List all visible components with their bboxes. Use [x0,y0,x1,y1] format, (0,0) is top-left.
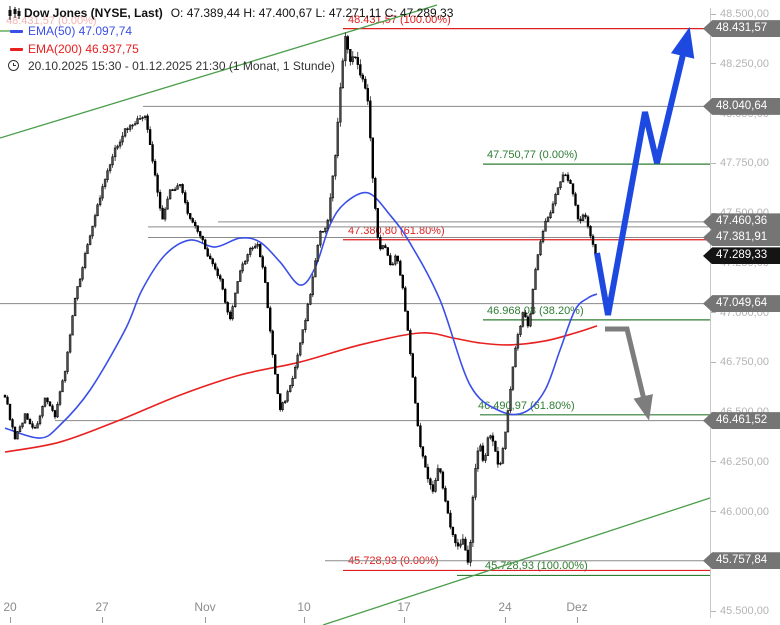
ema200-legend-swatch [10,48,23,51]
ema50-legend: EMA(50) 47.097,74 [28,24,133,38]
y-axis-tick-mark [711,411,716,413]
clock-icon [8,60,19,71]
faded-fib-label: 48.431,57 (0.00%) [6,15,97,27]
x-axis-tick-mark [304,617,305,623]
ema50-legend-swatch [10,30,23,33]
y-axis-tick-mark [711,511,716,513]
y-axis-tick-mark [711,63,716,65]
x-axis-tick-label: 17 [397,600,411,614]
fib-level-label: 46.490,97 (61.80%) [478,399,575,412]
bearish-scenario-arrow [605,326,653,421]
price-level-badge: 47.049,64 [703,295,780,313]
instrument-title: Dow Jones (NYSE, Last) [24,6,163,20]
price-level-badge: 48.431,57 [703,20,780,38]
y-axis-tick-mark [711,361,716,363]
y-axis-tick-label: 46.750,00 [711,356,769,368]
date-range: 20.10.2025 15:30 - 01.12.2025 21:30 (1 M… [28,59,335,73]
price-level-badge: 47.381,91 [703,228,780,246]
x-axis-tick-label: Nov [194,600,216,614]
y-axis-tick-mark [711,312,716,314]
y-axis-tick-label: 45.500,00 [711,605,769,617]
x-axis-tick-mark [505,617,506,623]
fib-level-label: 47.750,77 (0.00%) [487,149,578,162]
y-axis-tick-mark [711,212,716,214]
x-axis-tick-label: 10 [297,600,311,614]
ema200-legend: EMA(200) 46.937,75 [28,42,139,56]
price-level-badge: 45.757,84 [703,552,780,570]
candlestick-chart-icon [7,6,21,25]
ohlc-values: O: 47.389,44 H: 47.400,67 L: 47.271,11 C… [170,6,454,20]
x-axis-tick-mark [10,617,11,623]
trend-channel-line [0,4,438,139]
ema50-line [4,191,598,439]
y-axis-tick-label: 46.250,00 [711,456,769,468]
x-axis-tick-label: 27 [95,600,109,614]
x-axis-tick-mark [102,617,103,623]
y-axis-tick-mark [711,162,716,164]
x-axis-tick-mark [577,617,578,623]
fib-level-label: 47.380,80 (61.80%) [348,224,445,237]
y-axis-tick-label: 48.500,00 [711,8,769,20]
trend-channel-line [322,497,711,625]
y-axis-tick-mark [711,610,716,612]
y-axis-tick-label: 46.000,00 [711,506,769,518]
price-level-badge: 46.461,52 [703,412,780,430]
ema200-line [4,325,598,453]
fib-level-label: 48.431,57 (100.00%) [348,13,451,26]
x-axis-tick-label: 20 [3,600,17,614]
price-level-badge: 48.040,64 [703,97,780,115]
x-axis-tick-label: 24 [498,600,512,614]
x-axis-tick-label: Dez [566,600,588,614]
candle-wicks [4,32,599,567]
x-axis-tick-mark [205,617,206,623]
y-axis-line [710,8,711,618]
y-axis-tick-mark [711,13,716,15]
fib-level-label: 46.968,08 (38.20%) [487,304,584,317]
fib-level-label: 45.728,93 (0.00%) [348,555,439,568]
y-axis-tick-label: 48.250,00 [711,58,769,70]
x-axis-tick-mark [404,617,405,623]
y-axis-tick-mark [711,461,716,463]
bullish-scenario-arrow [594,26,695,316]
y-axis-tick-label: 47.750,00 [711,157,769,169]
current-price-badge: 47.289,33 [703,247,780,265]
price-level-badge: 47.460,36 [703,213,780,231]
